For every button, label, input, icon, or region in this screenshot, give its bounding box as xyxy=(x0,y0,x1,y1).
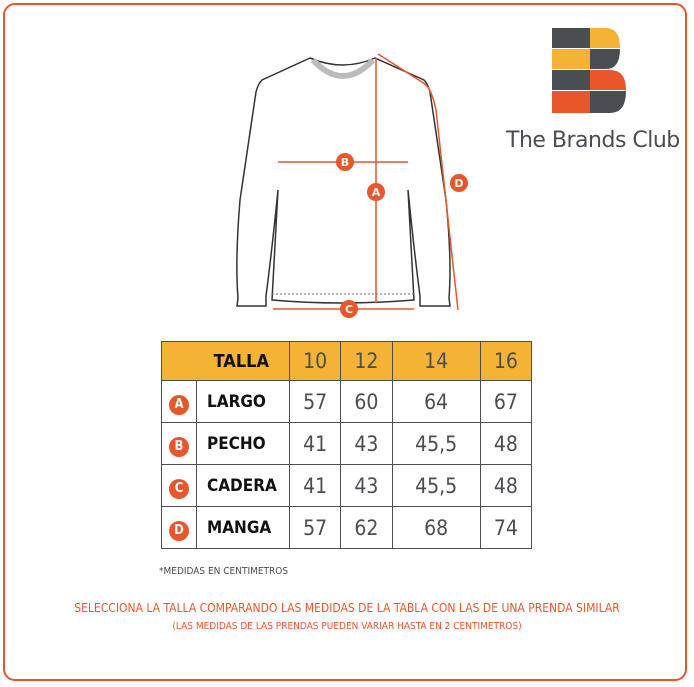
measure-line-d xyxy=(377,53,459,311)
cell: 45,5 xyxy=(391,464,481,507)
units-note: *MEDIDAS EN CENTIMETROS xyxy=(159,566,289,577)
label-b: B xyxy=(341,156,349,169)
label-d: D xyxy=(454,177,463,190)
row-badge: D xyxy=(169,520,189,541)
instruction-text: SELECCIONA LA TALLA COMPARANDO LAS MEDID… xyxy=(74,601,620,615)
row-badge: A xyxy=(169,394,189,415)
row-label: LARGO xyxy=(196,380,290,423)
brand-name: The Brands Club xyxy=(506,128,680,153)
cell: 57 xyxy=(288,380,342,423)
table-row: C CADERA 41 43 45,5 48 xyxy=(161,464,533,507)
cell: 74 xyxy=(479,506,533,549)
row-label: CADERA xyxy=(196,464,290,507)
header-size: 14 xyxy=(391,341,481,381)
collar xyxy=(310,57,376,79)
cell: 41 xyxy=(288,422,342,465)
header-talla: TALLA xyxy=(161,341,290,381)
table-header-row: TALLA 10 12 14 16 xyxy=(161,341,533,381)
cell: 57 xyxy=(288,506,342,549)
header-size: 10 xyxy=(288,341,342,381)
size-table: TALLA 10 12 14 16 A LARGO 57 60 64 67 B … xyxy=(161,341,533,549)
cell: 67 xyxy=(479,380,533,423)
label-c: C xyxy=(345,303,353,316)
table-row: A LARGO 57 60 64 67 xyxy=(161,380,533,423)
row-badge: B xyxy=(169,436,189,457)
cell: 48 xyxy=(479,464,533,507)
header-size: 12 xyxy=(340,341,393,381)
cell: 45,5 xyxy=(391,422,481,465)
sweater-diagram: A B C D xyxy=(236,53,468,318)
cell: 48 xyxy=(479,422,533,465)
disclaimer-text: (LAS MEDIDAS DE LAS PRENDAS PUEDEN VARIA… xyxy=(172,621,522,632)
header-size: 16 xyxy=(479,341,533,381)
row-badge: C xyxy=(169,478,189,499)
cell: 60 xyxy=(340,380,393,423)
table-row: B PECHO 41 43 45,5 48 xyxy=(161,422,533,465)
row-label: PECHO xyxy=(196,422,290,465)
sweater-outline xyxy=(236,57,451,307)
cell: 43 xyxy=(340,464,393,507)
row-label: MANGA xyxy=(196,506,290,549)
cell: 62 xyxy=(340,506,393,549)
cell: 41 xyxy=(288,464,342,507)
table-row: D MANGA 57 62 68 74 xyxy=(161,506,533,549)
cell: 68 xyxy=(391,506,481,549)
cell: 64 xyxy=(391,380,481,423)
brand-logo xyxy=(552,28,626,113)
label-a: A xyxy=(372,186,381,199)
page-frame xyxy=(3,3,687,681)
cell: 43 xyxy=(340,422,393,465)
